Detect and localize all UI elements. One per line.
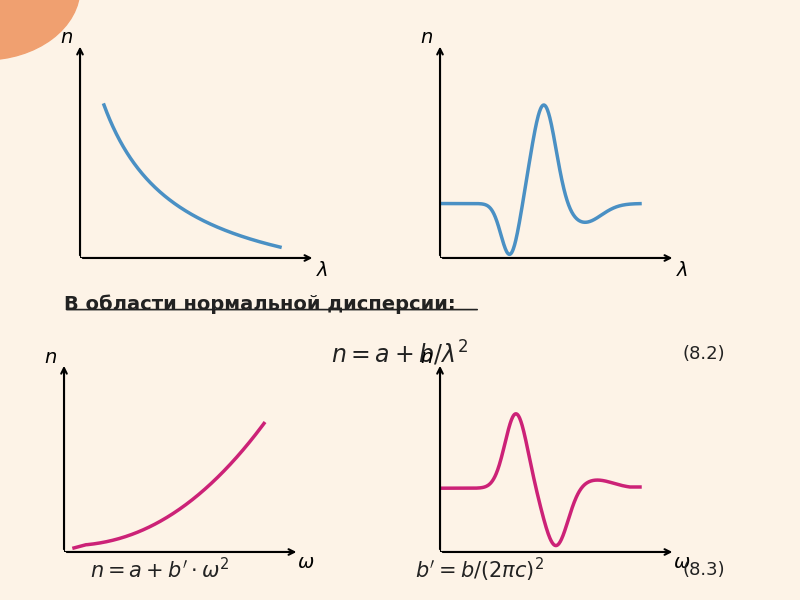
Text: $n = a + b^{\prime} \cdot \omega^2$: $n = a + b^{\prime} \cdot \omega^2$ xyxy=(90,557,230,583)
Text: n: n xyxy=(60,28,73,47)
Text: В области нормальной дисперсии:: В области нормальной дисперсии: xyxy=(64,294,456,314)
Text: (8.2): (8.2) xyxy=(682,345,726,363)
Text: $b^{\prime} = b/(2\pi c)^2$: $b^{\prime} = b/(2\pi c)^2$ xyxy=(415,556,545,584)
Text: n: n xyxy=(44,348,57,367)
Text: $\lambda$: $\lambda$ xyxy=(676,261,688,280)
Text: $\omega$: $\omega$ xyxy=(673,553,690,572)
Circle shape xyxy=(0,0,80,60)
Text: (8.3): (8.3) xyxy=(682,561,726,579)
Text: $\lambda$: $\lambda$ xyxy=(316,261,328,280)
Text: n: n xyxy=(420,348,433,367)
Text: n: n xyxy=(420,28,433,47)
Text: $\omega$: $\omega$ xyxy=(297,553,314,572)
Text: $n = a + b/\lambda^2$: $n = a + b/\lambda^2$ xyxy=(331,340,469,368)
